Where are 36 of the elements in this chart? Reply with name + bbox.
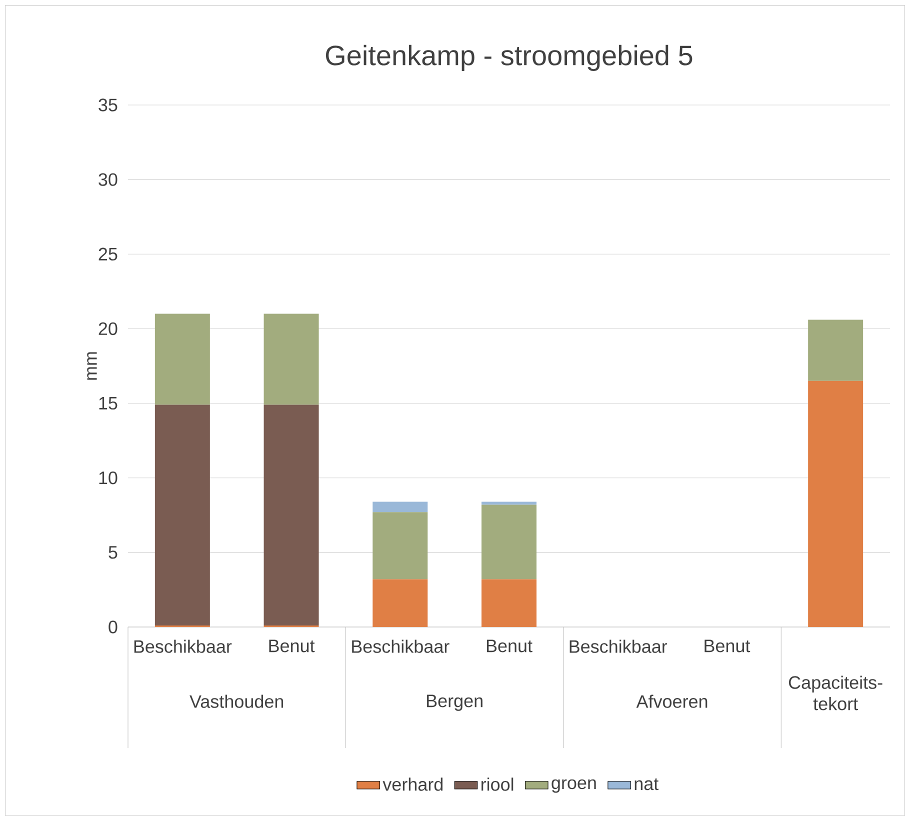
legend-label: verhard <box>382 778 443 791</box>
legend-label: riool <box>482 778 514 791</box>
x-tick-label: Beschikbaar <box>134 640 232 653</box>
bar <box>808 380 864 627</box>
x-tick-label: Benut <box>269 640 315 652</box>
text: Vasthouden <box>190 694 284 708</box>
y-axis-title: mm <box>87 352 97 380</box>
x-tick-label: Benut <box>486 640 532 652</box>
y-tick-label: 10 <box>99 471 118 484</box>
bar <box>154 404 210 626</box>
bar <box>264 314 319 405</box>
y-tick-label: 15 <box>99 397 118 410</box>
y-tick-label: 5 <box>108 546 118 559</box>
bar <box>808 320 864 381</box>
bar <box>372 579 428 627</box>
bar <box>372 512 428 580</box>
bar <box>264 404 319 626</box>
x-tick-label: Benut <box>704 640 750 652</box>
text: Afvoeren <box>636 694 708 708</box>
chart-title: Geitenkamp - stroomgebied 5 <box>326 44 692 71</box>
legend-label: groen <box>552 779 596 793</box>
y-tick-label: 0 <box>108 620 118 634</box>
bar <box>372 502 428 512</box>
y-tick-label: 25 <box>98 248 118 261</box>
x-tick-label: Beschikbaar <box>352 640 450 653</box>
bar <box>482 579 537 627</box>
legend-label: nat <box>634 778 659 790</box>
y-tick-label: 30 <box>98 173 118 186</box>
text: Bergen <box>427 694 482 711</box>
text: Capaciteits- tekort <box>788 676 882 710</box>
bar <box>154 314 210 405</box>
bar <box>482 502 537 505</box>
x-tick-label: Beschikbaar <box>570 640 668 653</box>
bar <box>482 504 537 580</box>
y-tick-label: 35 <box>98 98 118 112</box>
y-tick-label: 20 <box>98 322 118 336</box>
